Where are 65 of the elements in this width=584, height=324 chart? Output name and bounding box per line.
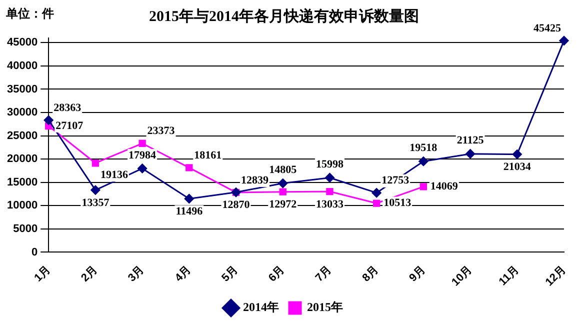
data-label: 13357 <box>82 196 110 209</box>
point <box>138 140 146 147</box>
x-tick-label: 12月 <box>543 264 568 289</box>
y-tick-label: 30000 <box>6 106 38 119</box>
legend-label: 2014年 <box>243 300 279 314</box>
data-label: 13033 <box>316 198 344 210</box>
point <box>372 188 382 198</box>
point <box>373 200 380 207</box>
x-tick-label: 2月 <box>79 264 100 284</box>
x-tick-label: 10月 <box>450 264 475 289</box>
y-tick-label: 45000 <box>6 36 38 49</box>
point <box>186 164 193 172</box>
data-label: 12753 <box>382 174 410 187</box>
point <box>512 150 522 160</box>
x-tick-label: 7月 <box>313 264 334 284</box>
point <box>90 185 100 195</box>
point <box>324 172 334 182</box>
y-tick-label: 0 <box>31 246 38 258</box>
x-tick-label: 11月 <box>496 264 522 288</box>
data-label: 19518 <box>410 142 438 154</box>
y-tick-label: 35000 <box>6 83 38 96</box>
data-label: 21034 <box>503 161 532 174</box>
data-label: 12870 <box>222 199 250 212</box>
point <box>418 156 428 166</box>
x-tick-label: 8月 <box>360 264 381 284</box>
y-tick-label: 15000 <box>6 176 38 188</box>
point <box>138 164 148 174</box>
data-label: 23373 <box>147 125 176 138</box>
point <box>559 36 569 46</box>
point <box>184 194 194 204</box>
point <box>466 149 476 159</box>
point <box>326 188 334 196</box>
data-label: 28363 <box>54 102 82 114</box>
y-tick-label: 25000 <box>6 130 38 142</box>
x-tick-label: 1月 <box>32 264 53 284</box>
point <box>279 188 286 196</box>
data-label: 45425 <box>534 22 562 35</box>
point <box>92 160 100 167</box>
data-label: 21125 <box>456 134 484 147</box>
data-label: 11496 <box>176 206 204 218</box>
y-axis-title: 单位：件 <box>5 6 54 20</box>
data-label: 12972 <box>269 198 298 211</box>
data-label: 27107 <box>56 120 84 132</box>
point <box>420 183 428 190</box>
data-label: 17984 <box>128 149 157 162</box>
chart-title: 2015年与2014年各月快递有效申诉数量图 <box>149 6 419 25</box>
data-label: 12839 <box>241 174 270 186</box>
data-label: 18161 <box>194 150 222 162</box>
y-tick-label: 40000 <box>6 60 38 72</box>
data-label: 14069 <box>430 180 458 193</box>
data-label: 10513 <box>384 197 412 210</box>
point <box>278 178 288 188</box>
y-tick-label: 10000 <box>6 200 38 212</box>
x-tick-label: 3月 <box>126 264 147 284</box>
x-tick-label: 9月 <box>407 264 428 284</box>
data-label: 15998 <box>316 158 344 171</box>
legend-label: 2015年 <box>307 300 343 314</box>
y-tick-label: 20000 <box>6 153 38 166</box>
x-tick-label: 5月 <box>220 264 240 284</box>
point <box>44 115 54 125</box>
y-tick-label: 5000 <box>13 222 38 235</box>
x-tick-label: 4月 <box>172 264 194 284</box>
data-label: 19136 <box>100 168 128 181</box>
x-tick-label: 6月 <box>266 264 288 284</box>
data-label: 14805 <box>269 164 298 176</box>
